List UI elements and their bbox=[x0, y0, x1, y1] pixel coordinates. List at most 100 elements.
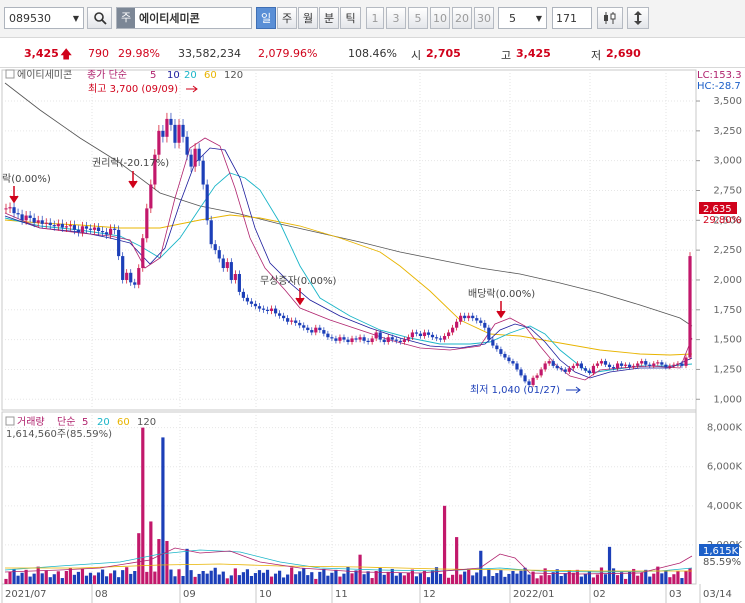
low-value: 2,690 bbox=[606, 47, 641, 60]
volume-tick-label: 6,000K bbox=[707, 462, 743, 473]
minute-20-button[interactable]: 20 bbox=[452, 7, 472, 29]
stock-chart[interactable]: 1,000 1,250 1,500 1,750 2,000 2,250 2,500 2,750… bbox=[0, 68, 745, 603]
candle-body bbox=[543, 363, 547, 370]
period-month-button[interactable]: 월 bbox=[298, 7, 318, 29]
candle-body bbox=[169, 118, 173, 125]
minute-1-button[interactable]: 1 bbox=[366, 7, 384, 29]
interval-select[interactable]: 5 ▼ bbox=[498, 7, 547, 29]
volume-bar bbox=[189, 570, 193, 584]
candle-body bbox=[4, 208, 8, 210]
stock-code-input[interactable]: 089530 ▼ bbox=[4, 7, 84, 29]
volume-bar bbox=[483, 576, 487, 584]
candle-body bbox=[402, 339, 406, 342]
candle-body bbox=[32, 217, 36, 223]
minute-3-button[interactable]: 3 bbox=[386, 7, 406, 29]
volume-bar bbox=[422, 570, 427, 584]
candle-body bbox=[16, 213, 20, 215]
volume-bar bbox=[543, 568, 547, 584]
change-value: 790 bbox=[88, 47, 109, 60]
high-label: 고 bbox=[501, 49, 512, 62]
volume-bar bbox=[503, 576, 507, 584]
volume-bar bbox=[302, 568, 306, 584]
volume-bar bbox=[346, 566, 350, 584]
price-grid: 1,000 1,250 1,500 1,750 2,000 2,250 2,500 2,750… bbox=[2, 96, 742, 405]
event-div3-label: 무상증자(0.00%) bbox=[260, 275, 336, 287]
volume-bar bbox=[129, 573, 133, 584]
candle-body bbox=[253, 303, 258, 307]
period-minute-button[interactable]: 분 bbox=[319, 7, 339, 29]
volume-bar bbox=[414, 576, 418, 584]
legend-ma-5: 5 bbox=[150, 70, 156, 81]
volume-bar bbox=[92, 575, 97, 584]
candle-body bbox=[603, 361, 608, 365]
volume-bar bbox=[459, 574, 463, 584]
volume-pct-tag-text: 85.59% bbox=[703, 557, 741, 568]
candle-body bbox=[579, 363, 583, 369]
volume-bar bbox=[278, 570, 282, 584]
count-input[interactable]: 171 bbox=[552, 7, 592, 29]
candle-body bbox=[680, 363, 684, 366]
minute-30-button[interactable]: 30 bbox=[474, 7, 494, 29]
toolbar: 089530 ▼ 주 에이티세미콘 일 주 월 분 틱 1 3 5 10 20 … bbox=[0, 0, 745, 38]
chevron-down-icon[interactable]: ▼ bbox=[535, 13, 542, 23]
candle-body bbox=[434, 337, 439, 339]
candle-body bbox=[491, 339, 495, 346]
candle-body bbox=[181, 124, 185, 137]
period-day-button[interactable]: 일 bbox=[256, 7, 276, 29]
candle-body bbox=[310, 330, 314, 333]
volume-bar bbox=[571, 572, 575, 584]
volume-percent: 2,079.96% bbox=[258, 47, 318, 60]
legend-ma-10: 10 bbox=[167, 70, 180, 81]
candle-body bbox=[64, 226, 68, 228]
volume-bar bbox=[173, 576, 177, 584]
dropdown-arrow-icon[interactable]: ▼ bbox=[72, 13, 79, 23]
candle-body bbox=[503, 353, 507, 358]
period-tick-button[interactable]: 틱 bbox=[340, 7, 361, 29]
volume-bar bbox=[229, 575, 233, 584]
candle-body bbox=[551, 361, 555, 366]
minute-10-button[interactable]: 10 bbox=[430, 7, 450, 29]
volume-bar bbox=[398, 572, 402, 584]
candle-body bbox=[567, 368, 571, 372]
volume-bar bbox=[579, 576, 583, 584]
candle-body bbox=[145, 208, 149, 239]
volume-bar bbox=[567, 570, 571, 584]
candle-type-button[interactable] bbox=[597, 7, 623, 29]
market-badge: 주 bbox=[117, 8, 135, 28]
candle-body bbox=[539, 369, 543, 376]
candle-body bbox=[185, 136, 189, 155]
volume-bar bbox=[68, 568, 72, 584]
period-week-button[interactable]: 주 bbox=[277, 7, 297, 29]
volume-bar bbox=[145, 571, 149, 584]
volume-bar bbox=[40, 573, 44, 584]
volume-bar bbox=[442, 505, 447, 584]
volume-bar bbox=[563, 573, 567, 584]
candle-body bbox=[487, 327, 491, 340]
price-tick-label: 2,500 bbox=[713, 215, 742, 226]
candle-body bbox=[314, 327, 318, 333]
volume-bar bbox=[527, 574, 531, 584]
volume-bar bbox=[410, 569, 414, 584]
interval-value: 5 bbox=[509, 11, 516, 25]
volume-bar bbox=[603, 574, 608, 584]
candle-body bbox=[463, 315, 467, 319]
candle-body bbox=[125, 272, 129, 280]
x-tick-label: 10 bbox=[259, 589, 272, 600]
candle-body bbox=[366, 340, 370, 342]
search-button[interactable] bbox=[87, 7, 112, 29]
volume-bar bbox=[455, 537, 459, 584]
stock-name: 에이티세미콘 bbox=[139, 12, 200, 25]
volume-bar bbox=[233, 568, 237, 584]
volume-bar bbox=[318, 571, 322, 584]
x-tick-label: 03 bbox=[669, 589, 682, 600]
vertical-scale-button[interactable] bbox=[627, 7, 649, 29]
volume-bar bbox=[201, 571, 205, 584]
minute-5-button[interactable]: 5 bbox=[408, 7, 428, 29]
last-price-tag bbox=[699, 202, 737, 214]
volume-bar bbox=[12, 568, 16, 584]
candle-body bbox=[362, 337, 366, 341]
volume-bar bbox=[4, 578, 8, 584]
volume-bar bbox=[298, 571, 302, 584]
candle-body bbox=[306, 327, 310, 331]
candle-body bbox=[24, 215, 28, 221]
